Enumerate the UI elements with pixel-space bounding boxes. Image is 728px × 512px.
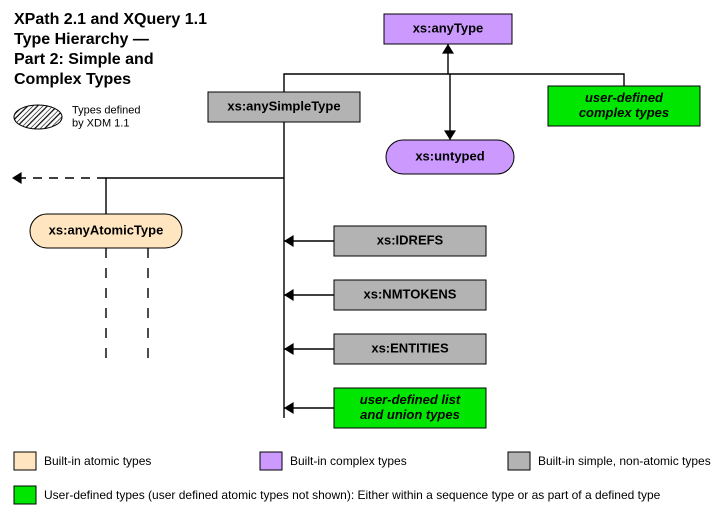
svg-text:Types defined: Types defined <box>72 104 141 116</box>
svg-text:user-defined list: user-defined list <box>360 392 461 407</box>
svg-text:xs:NMTOKENS: xs:NMTOKENS <box>364 286 457 301</box>
title-line: Type Hierarchy — <box>14 31 149 48</box>
xdm-ellipse <box>14 105 62 129</box>
svg-text:xs:ENTITIES: xs:ENTITIES <box>371 340 449 355</box>
legend-swatch <box>260 452 282 470</box>
legend-label: User-defined types (user defined atomic … <box>44 488 661 502</box>
legend-label: Built-in simple, non-atomic types <box>538 454 711 468</box>
title-line: Complex Types <box>14 71 131 88</box>
svg-text:xs:anySimpleType: xs:anySimpleType <box>227 98 340 113</box>
title-line: XPath 2.1 and XQuery 1.1 <box>14 11 207 28</box>
legend-label: Built-in atomic types <box>44 454 151 468</box>
legend-swatch <box>14 486 36 504</box>
svg-text:xs:untyped: xs:untyped <box>415 148 484 163</box>
svg-text:xs:IDREFS: xs:IDREFS <box>377 232 444 247</box>
title-line: Part 2: Simple and <box>14 51 154 68</box>
svg-text:complex types: complex types <box>579 105 669 120</box>
svg-text:and union types: and union types <box>360 407 460 422</box>
legend-swatch <box>508 452 530 470</box>
svg-text:by XDM 1.1: by XDM 1.1 <box>72 117 129 129</box>
svg-text:xs:anyAtomicType: xs:anyAtomicType <box>49 222 164 237</box>
legend-label: Built-in complex types <box>290 454 407 468</box>
legend-swatch <box>14 452 36 470</box>
svg-text:xs:anyType: xs:anyType <box>413 20 484 35</box>
edge <box>106 178 284 214</box>
svg-text:user-defined: user-defined <box>585 90 664 105</box>
